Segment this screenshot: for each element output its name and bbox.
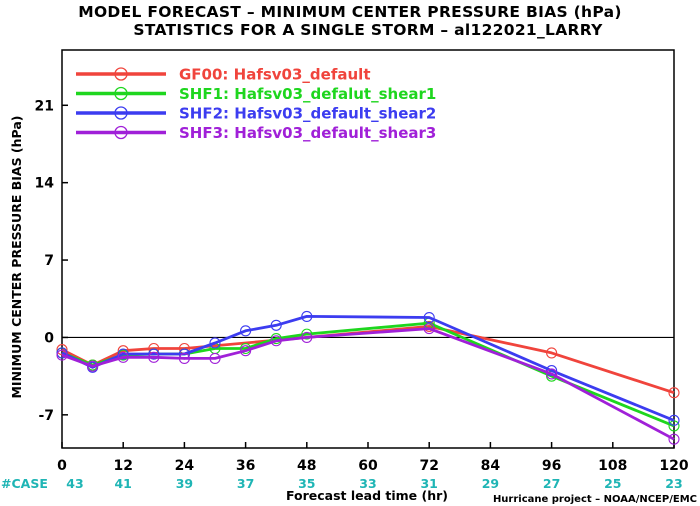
data-point — [668, 433, 680, 445]
series-3 — [56, 323, 680, 445]
data-point — [270, 319, 282, 331]
data-point — [668, 387, 680, 399]
case-label: #CASE — [1, 476, 48, 491]
data-point — [668, 420, 680, 432]
data-point — [546, 347, 558, 359]
legend-swatch-marker — [114, 67, 128, 81]
data-point — [301, 331, 313, 343]
x-tick-label: 84 — [481, 458, 501, 474]
case-count: 33 — [359, 476, 376, 491]
legend-label: SHF2: Hafsv03_default_shear2 — [179, 105, 436, 123]
y-axis-ticks: -7 0 7 14 21 — [35, 98, 68, 424]
legend-item: SHF3: Hafsv03_default_shear3 — [76, 124, 436, 142]
data-point — [668, 414, 680, 426]
x-tick-label: 48 — [297, 458, 316, 474]
series-line — [61, 321, 675, 428]
x-tick-label: 36 — [236, 458, 255, 474]
y-tick-label: 7 — [44, 253, 54, 269]
x-axis-ticks: 0 12 24 36 48 60 72 84 96 108 120 — [57, 442, 689, 474]
case-count: 39 — [176, 476, 193, 491]
y-axis-label: MINIMUM CENTER PRESSURE BIAS (hPa) — [9, 115, 24, 398]
x-tick-label: 0 — [57, 458, 67, 474]
data-point — [423, 311, 435, 324]
data-point — [240, 325, 252, 337]
data-point — [240, 345, 252, 357]
case-count: 35 — [298, 476, 315, 491]
credit-text: Hurricane project – NOAA/NCEP/EMC — [493, 494, 697, 505]
legend-swatch-marker — [114, 106, 128, 120]
x-axis-label: Forecast lead time (hr) — [286, 488, 448, 503]
case-count: 29 — [482, 476, 499, 491]
case-count: 23 — [665, 476, 682, 491]
legend-label: SHF1: Hafsv03_defalut_shear1 — [179, 85, 436, 103]
case-count: 41 — [114, 476, 131, 491]
data-point — [148, 348, 160, 360]
data-point — [270, 335, 282, 347]
data-point — [56, 344, 68, 356]
case-count: 25 — [604, 476, 621, 491]
data-point — [423, 323, 435, 335]
x-tick-label: 108 — [598, 458, 627, 474]
legend-label: GF00: Hafsv03_default — [179, 66, 370, 84]
x-tick-label: 12 — [113, 458, 132, 474]
y-tick-label: -7 — [38, 408, 54, 424]
case-count: 37 — [237, 476, 254, 491]
legend-item: SHF2: Hafsv03_default_shear2 — [76, 105, 436, 123]
data-point — [87, 360, 99, 372]
data-point — [56, 349, 68, 361]
x-tick-label: 24 — [175, 458, 195, 474]
chart-title: MODEL FORECAST – MINIMUM CENTER PRESSURE… — [78, 3, 622, 21]
legend-swatch-marker — [114, 125, 128, 140]
case-count: 43 — [66, 476, 83, 491]
data-point — [209, 352, 221, 365]
data-point — [148, 351, 160, 363]
x-tick-label: 96 — [542, 458, 561, 474]
data-point — [301, 310, 313, 322]
chart-subtitle: STATISTICS FOR A SINGLE STORM – al122021… — [133, 21, 603, 39]
data-point — [301, 328, 313, 340]
case-count: 31 — [420, 476, 437, 491]
data-point — [546, 368, 558, 380]
case-count: 27 — [543, 476, 560, 491]
data-point — [209, 337, 221, 349]
data-point — [178, 352, 190, 365]
case-counts: 43 41 39 37 35 33 31 29 27 25 23 — [66, 476, 682, 491]
y-tick-label: 0 — [44, 330, 54, 346]
series-1 — [56, 317, 680, 432]
x-tick-label: 72 — [419, 458, 438, 474]
legend-item: GF00: Hafsv03_default — [76, 66, 370, 84]
legend-item: SHF1: Hafsv03_defalut_shear1 — [76, 85, 436, 103]
legend-swatch-marker — [114, 86, 128, 101]
data-point — [117, 348, 129, 360]
legend-label: SHF3: Hafsv03_default_shear3 — [179, 124, 436, 142]
x-tick-label: 120 — [659, 458, 688, 474]
y-tick-label: 14 — [35, 176, 55, 192]
x-tick-label: 60 — [358, 458, 378, 474]
series-layer — [56, 310, 680, 445]
y-tick-label: 21 — [35, 98, 54, 114]
data-point — [117, 351, 129, 363]
